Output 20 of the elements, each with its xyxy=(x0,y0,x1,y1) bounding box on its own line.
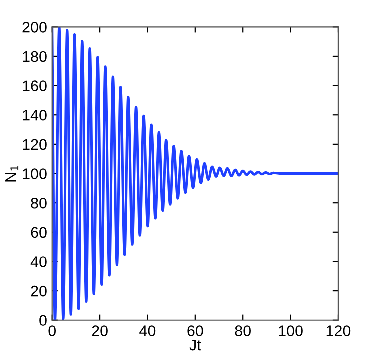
y-tick-label: 160 xyxy=(23,80,47,92)
y-tick-label: 80 xyxy=(31,198,47,209)
x-tick-label: 40 xyxy=(140,326,156,336)
y-tick-label: 140 xyxy=(23,110,47,121)
x-tick-label: 20 xyxy=(92,326,108,336)
y-tick-label: 100 xyxy=(23,168,47,180)
y-tick-label: 60 xyxy=(31,227,47,238)
y-axis-title: N$_{1}$ xyxy=(6,166,19,182)
y-tick-label: 20 xyxy=(31,286,47,297)
x-tick-label: 120 xyxy=(326,326,351,336)
x-axis-title: Jt xyxy=(190,340,202,351)
y-tick-label: 180 xyxy=(23,51,47,62)
x-tick-label: 60 xyxy=(188,326,204,336)
y-tick-label: 120 xyxy=(23,139,47,150)
y-tick-label: 200 xyxy=(22,22,47,33)
y-tick-label: 0 xyxy=(40,315,47,326)
y-tick-label: 40 xyxy=(30,256,47,268)
x-tick-label: 100 xyxy=(279,326,303,336)
x-tick-label: 80 xyxy=(235,326,251,336)
x-tick-label: 0 xyxy=(48,326,56,336)
